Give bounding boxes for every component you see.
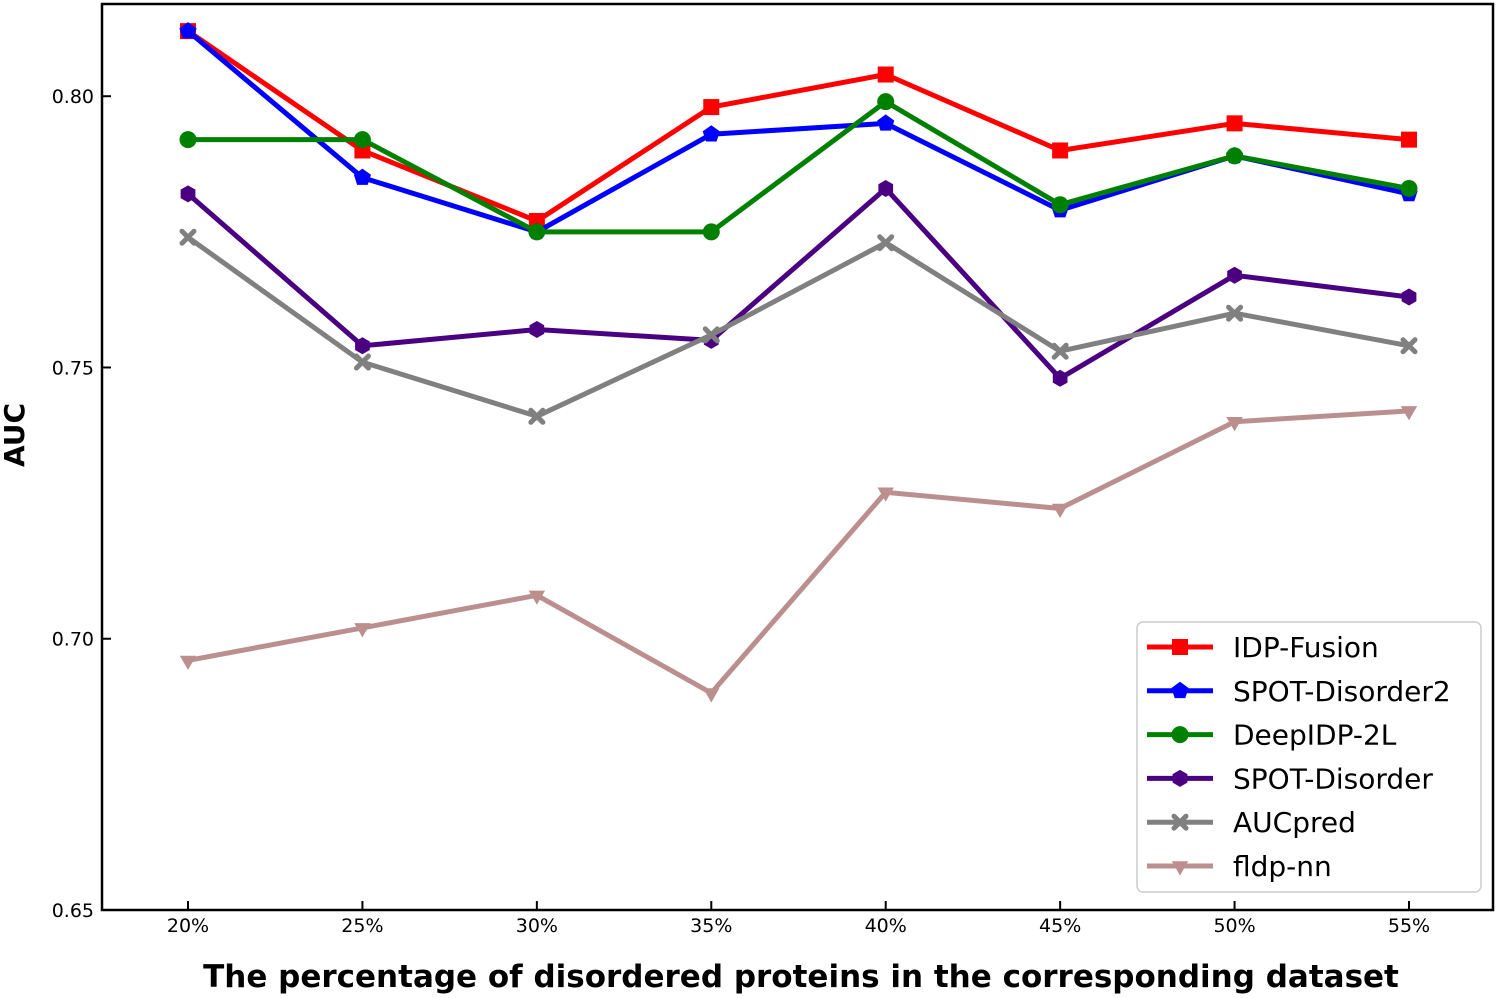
legend-entry: SPOT-Disorder2 [1147,675,1451,708]
data-point [179,655,197,670]
legend-label: AUCpred [1233,806,1356,839]
data-point [1226,304,1244,322]
legend: IDP-Fusion SPOT-Disorder2 DeepIDP-2L SPOT-D… [1136,621,1482,893]
series-deepidp-2l [179,93,1418,241]
data-point [529,321,545,338]
data-point [1051,503,1069,518]
x-tick-label: 25% [341,915,383,937]
y-tick-label: 0.65 [52,900,94,922]
data-point [528,407,546,425]
x-tick-label: 50% [1213,915,1255,937]
data-point [1400,179,1418,197]
series-line [188,99,1410,235]
data-point [354,623,371,638]
data-point [877,66,894,83]
series-line [186,235,1410,419]
data-point [877,114,895,131]
data-point [702,326,720,344]
data-point [702,223,720,241]
data-point [353,131,371,149]
data-point [1226,147,1244,165]
legend-box [1136,621,1482,893]
series-fldp-nn [179,406,1418,703]
legend-label: SPOT-Disorder2 [1233,675,1451,708]
data-point [1401,288,1417,306]
y-tick-label: 0.70 [52,629,94,651]
legend-label: DeepIDP-2L [1233,719,1397,752]
series-line [186,29,1410,235]
x-tick-label: 20% [167,915,209,937]
data-point [1051,342,1069,360]
data-point [355,337,370,355]
legend-swatch-marker [1171,861,1189,876]
legend-entry: AUCpred [1147,806,1356,839]
data-point [528,590,546,605]
legend-swatch-marker [1171,726,1189,744]
series-line [186,186,1410,381]
data-point [877,487,894,502]
legend-swatch-marker [1172,639,1188,655]
x-tick-label: 30% [516,915,558,937]
data-point [703,688,720,703]
data-point [1051,196,1069,214]
data-point [878,180,894,197]
legend-swatch-marker [1171,681,1189,699]
data-point [877,234,895,252]
legend-entry: IDP-Fusion [1147,631,1379,664]
data-point [179,131,197,149]
data-point [353,353,371,371]
x-axis-label: The percentage of disordered proteins in… [203,959,1399,995]
data-point [1227,266,1242,284]
data-point [1401,131,1417,148]
legend-label: SPOT-Disorder [1233,762,1433,795]
data-point [180,185,196,203]
data-point [1400,337,1418,355]
legend-label: IDP-Fusion [1233,631,1379,664]
y-axis: 0.65 0.70 0.75 0.80 [52,86,111,922]
series-idp-fusion [180,23,1417,230]
legend-label: fldp-nn [1233,850,1332,883]
plot-frame [100,2,1495,912]
legend-entry: DeepIDP-2L [1147,719,1397,752]
data-point [179,22,197,39]
legend-swatch-marker [1171,813,1189,831]
series-aucpred [179,228,1418,425]
data-point [353,168,371,185]
x-tick-label: 45% [1039,915,1081,937]
data-point [1226,115,1243,132]
x-tick-label: 35% [690,915,732,937]
data-point [1400,406,1418,421]
x-tick-label: 55% [1388,915,1430,937]
data-point [877,93,895,111]
y-tick-label: 0.75 [52,357,94,379]
data-point [1226,417,1243,432]
legend-entry: SPOT-Disorder [1147,762,1433,795]
legend-swatch-marker [1172,769,1188,787]
data-point [1052,369,1068,387]
y-axis-label: AUC [0,403,31,467]
series-line [187,408,1410,696]
x-axis: 20% 25% 30% 35% 40% 45% 50% 55% [167,901,1430,937]
x-tick-label: 40% [865,915,907,937]
data-point [703,99,720,116]
data-point [528,223,546,241]
legend-entry: fldp-nn [1147,850,1332,883]
series-line [186,29,1410,224]
data-point [702,125,720,142]
y-tick-label: 0.80 [52,86,94,108]
data-point [1052,142,1069,159]
data-point [179,228,197,246]
series-layer [179,22,1418,703]
series-spot-disorder [180,180,1417,387]
